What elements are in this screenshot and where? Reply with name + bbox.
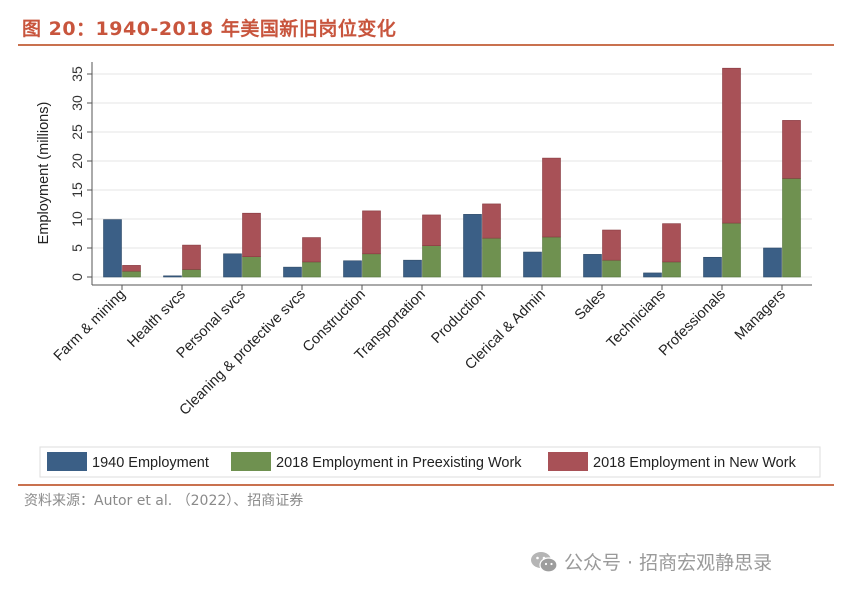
y-tick-label-5: 5	[69, 244, 85, 252]
legend-label-new-work: 2018 Employment in New Work	[593, 455, 797, 471]
bar-1940-cleaning-protective-svcs	[283, 266, 302, 278]
bar-1940-construction	[343, 260, 362, 278]
source-note: 资料来源：Autor et al. （2022）、招商证券	[24, 493, 304, 509]
bar-preexisting-personal-svcs	[242, 256, 261, 278]
bar-new-work-health-svcs	[182, 244, 201, 270]
legend-label-preexisting: 2018 Employment in Preexisting Work	[276, 455, 522, 471]
y-tick-label-0: 0	[69, 273, 85, 281]
gridlines	[92, 73, 812, 278]
watermark: 公众号 · 招商宏观静思录	[530, 548, 772, 575]
bar-preexisting-sales	[602, 259, 621, 278]
bar-preexisting-construction	[362, 253, 381, 278]
bar-1940-professionals	[703, 256, 722, 278]
bar-preexisting-farm-mining	[122, 270, 141, 278]
bar-1940-production	[463, 214, 482, 278]
x-tick-label-cleaning-protective-svcs: Cleaning & protective svcs	[177, 287, 309, 419]
watermark-text: 公众号 · 招商宏观静思录	[564, 552, 773, 574]
bar-new-work-technicians	[662, 223, 681, 263]
bar-preexisting-clerical-admin	[542, 236, 561, 278]
bar-1940-health-svcs	[163, 275, 182, 278]
x-tick-label-sales: Sales	[572, 287, 609, 324]
bar-new-work-cleaning-protective-svcs	[302, 237, 321, 263]
x-tick-label-managers: Managers	[732, 287, 789, 344]
bar-new-work-clerical-admin	[542, 157, 561, 238]
bar-new-work-personal-svcs	[242, 212, 261, 257]
bar-1940-personal-svcs	[223, 253, 242, 278]
bar-1940-transportation	[403, 259, 422, 278]
legend-swatch-1940	[47, 452, 87, 471]
y-tick-label-25: 25	[69, 124, 85, 140]
legend-label-1940: 1940 Employment	[92, 455, 209, 471]
wechat-icon	[531, 551, 558, 573]
legend: 1940 Employment 2018 Employment in Preex…	[39, 446, 821, 478]
bar-new-work-professionals	[722, 67, 741, 224]
x-tick-label-farm-mining: Farm & mining	[51, 287, 129, 365]
bar-new-work-transportation	[422, 214, 441, 246]
legend-swatch-new-work	[548, 452, 588, 471]
legend-swatch-preexisting	[231, 452, 271, 471]
y-tick-label-30: 30	[69, 95, 85, 111]
bar-new-work-construction	[362, 210, 381, 255]
bar-new-work-managers	[782, 120, 801, 179]
bar-1940-sales	[583, 254, 602, 278]
footer-divider	[18, 484, 834, 486]
bar-new-work-production	[482, 203, 501, 239]
y-axis-title: Employment (millions)	[36, 102, 52, 245]
x-tick-label-technicians: Technicians	[604, 287, 669, 352]
bar-1940-technicians	[643, 272, 662, 278]
bars	[103, 67, 801, 278]
page-title: 图 20：1940-2018 年美国新旧岗位变化	[22, 18, 397, 40]
bar-new-work-sales	[602, 229, 621, 261]
bar-preexisting-professionals	[722, 222, 741, 278]
bar-new-work-farm-mining	[122, 265, 141, 272]
bar-preexisting-managers	[782, 178, 801, 278]
bar-1940-farm-mining	[103, 219, 122, 278]
y-tick-label-10: 10	[69, 211, 85, 227]
bar-preexisting-technicians	[662, 261, 681, 278]
bar-preexisting-production	[482, 237, 501, 278]
x-tick-label-health-svcs: Health svcs	[125, 287, 189, 351]
y-tick-label-35: 35	[69, 66, 85, 82]
bar-preexisting-cleaning-protective-svcs	[302, 261, 321, 278]
bar-preexisting-transportation	[422, 245, 441, 278]
bar-1940-clerical-admin	[523, 251, 542, 278]
bar-1940-managers	[763, 247, 782, 278]
bar-preexisting-health-svcs	[182, 269, 201, 278]
y-tick-label-20: 20	[69, 153, 85, 169]
y-tick-label-15: 15	[69, 182, 85, 198]
x-tick-label-production: Production	[428, 287, 488, 347]
title-divider	[18, 44, 834, 46]
